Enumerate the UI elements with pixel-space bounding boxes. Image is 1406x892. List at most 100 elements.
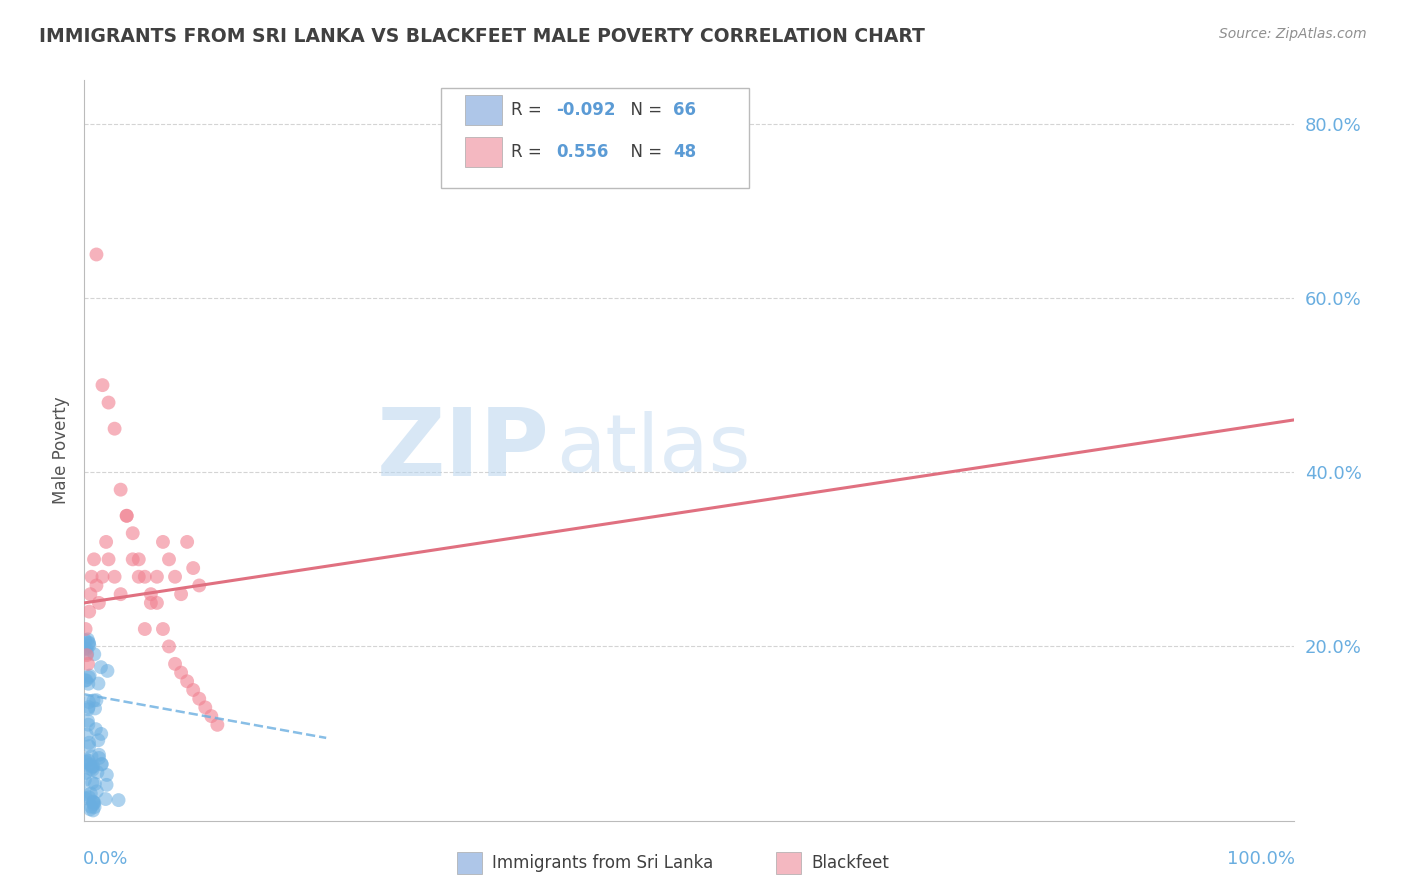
Text: R =: R = [512, 143, 547, 161]
Point [121, 552, 143, 566]
Point [97, 552, 120, 566]
Point [76, 642, 98, 657]
Point [77, 702, 100, 716]
Point [115, 508, 138, 523]
Point [188, 578, 211, 592]
Point [75, 791, 97, 805]
Point [176, 535, 198, 549]
Point [157, 552, 180, 566]
Point [86, 578, 108, 592]
Point [139, 587, 162, 601]
Point [83, 797, 105, 812]
Point [79, 668, 101, 682]
Point [104, 570, 127, 584]
Point [73, 633, 96, 648]
Point [84, 701, 107, 715]
Point [77, 739, 100, 754]
Point [77, 790, 100, 805]
Point [134, 570, 156, 584]
Point [90, 757, 112, 772]
Point [90, 756, 112, 771]
Point [110, 587, 132, 601]
Point [96, 778, 118, 792]
Point [82, 759, 104, 773]
Point [82, 804, 104, 818]
Point [90, 727, 112, 741]
Point [157, 640, 180, 654]
Point [77, 677, 100, 691]
Point [176, 674, 198, 689]
Point [87, 676, 110, 690]
Point [84, 777, 107, 791]
Point [77, 636, 100, 650]
Point [200, 709, 222, 723]
Point [75, 673, 97, 688]
Text: ZIP: ZIP [377, 404, 550, 497]
Point [87, 596, 110, 610]
FancyBboxPatch shape [441, 87, 749, 187]
Point [77, 714, 100, 728]
Point [121, 526, 143, 541]
Point [170, 665, 193, 680]
Point [82, 693, 104, 707]
Point [82, 763, 104, 777]
Point [91, 570, 114, 584]
Point [96, 768, 118, 782]
Point [91, 378, 114, 392]
Text: -0.092: -0.092 [555, 101, 616, 119]
Point [86, 765, 108, 780]
Point [77, 700, 100, 714]
Point [79, 587, 101, 601]
Point [128, 570, 150, 584]
Point [87, 751, 110, 765]
Point [73, 787, 96, 801]
Point [80, 570, 103, 584]
Point [79, 757, 101, 772]
Point [194, 700, 217, 714]
Point [82, 775, 104, 789]
Point [76, 646, 98, 660]
Point [77, 670, 100, 684]
Point [83, 796, 105, 810]
Point [76, 728, 98, 742]
Point [207, 718, 229, 732]
Point [80, 800, 103, 814]
Point [146, 570, 169, 584]
Point [152, 535, 174, 549]
Point [73, 641, 96, 656]
Text: N =: N = [620, 143, 668, 161]
Point [170, 587, 193, 601]
Point [75, 673, 97, 688]
Text: Source: ZipAtlas.com: Source: ZipAtlas.com [1219, 27, 1367, 41]
Point [75, 755, 97, 769]
Text: IMMIGRANTS FROM SRI LANKA VS BLACKFEET MALE POVERTY CORRELATION CHART: IMMIGRANTS FROM SRI LANKA VS BLACKFEET M… [39, 27, 925, 45]
Text: 100.0%: 100.0% [1226, 850, 1295, 868]
Point [110, 483, 132, 497]
Point [104, 422, 127, 436]
Text: R =: R = [512, 101, 547, 119]
Point [94, 792, 117, 806]
Text: 66: 66 [673, 101, 696, 119]
Point [90, 660, 112, 674]
Point [86, 693, 108, 707]
Point [76, 632, 98, 647]
Point [94, 535, 117, 549]
Point [77, 736, 100, 750]
Point [96, 664, 118, 678]
Point [79, 639, 101, 653]
Y-axis label: Male Poverty: Male Poverty [52, 397, 70, 504]
Point [84, 722, 107, 736]
Point [181, 683, 204, 698]
Text: atlas: atlas [555, 411, 751, 490]
Point [188, 691, 211, 706]
Text: 48: 48 [673, 143, 696, 161]
Point [82, 795, 104, 809]
Point [77, 754, 100, 768]
Point [134, 622, 156, 636]
Point [80, 787, 103, 801]
Point [79, 802, 101, 816]
Point [115, 508, 138, 523]
Text: Immigrants from Sri Lanka: Immigrants from Sri Lanka [492, 855, 713, 872]
Point [128, 552, 150, 566]
Point [76, 648, 98, 662]
